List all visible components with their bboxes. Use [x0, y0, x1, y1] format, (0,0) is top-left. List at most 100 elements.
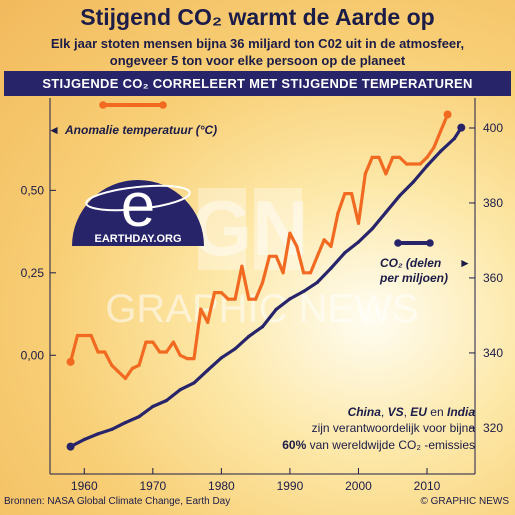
- annotation-pct: 60%: [282, 438, 306, 452]
- y-right-tick-label: 400: [483, 121, 503, 135]
- annotation-country-3: EU: [410, 405, 427, 419]
- co2-point: [137, 415, 141, 419]
- co2-series-line: [68, 125, 463, 449]
- temperature-point: [171, 340, 175, 344]
- temperature-point: [343, 192, 347, 196]
- annotation-country-4: India: [447, 405, 475, 419]
- x-tick-label: 2000: [345, 479, 372, 493]
- temperature-point: [89, 333, 93, 338]
- series-start-marker: [66, 442, 75, 451]
- series-end-marker: [457, 123, 466, 132]
- series-layer: [66, 110, 466, 451]
- right-arrow-icon: ►: [459, 256, 471, 270]
- temperature-point: [302, 271, 306, 275]
- temperature-point: [212, 291, 217, 295]
- temperature-point: [432, 145, 436, 150]
- temperature-point: [398, 155, 402, 159]
- x-tick-label: 1960: [71, 479, 98, 493]
- temperature-point: [130, 366, 134, 371]
- temperature-point: [425, 155, 429, 159]
- annotation-line-3: van wereldwijde CO₂ -emissies: [310, 438, 475, 452]
- temperature-point: [206, 320, 210, 324]
- temperature-point: [219, 291, 223, 295]
- temperature-point: [377, 155, 381, 159]
- temperature-point: [363, 172, 367, 176]
- credit: © GRAPHIC NEWS: [420, 496, 510, 507]
- temperature-point: [75, 333, 79, 338]
- subtitle-line-2: ongeveer 5 ton voor elke persoon op de p…: [109, 53, 406, 68]
- temperature-point: [103, 350, 107, 354]
- y-right-tick-label: 360: [483, 271, 503, 285]
- temperature-point: [233, 297, 237, 301]
- temperature-point: [151, 340, 155, 344]
- co2-point: [356, 240, 361, 244]
- temperature-point: [116, 370, 121, 374]
- x-tick-label: 1970: [139, 479, 166, 493]
- co2-point: [274, 307, 278, 311]
- co2-point: [411, 180, 415, 184]
- series-start-marker: [66, 357, 75, 366]
- temperature-point: [404, 162, 409, 166]
- annotation-en: en: [430, 405, 443, 419]
- y-left-tick-label: 0,00: [21, 348, 45, 362]
- temperature-point: [384, 172, 388, 176]
- logo-letter: e: [121, 171, 155, 240]
- co2-point: [315, 280, 319, 284]
- temperature-point: [240, 264, 244, 268]
- temperature-point: [308, 271, 313, 275]
- x-tick-label: 2010: [414, 479, 441, 493]
- co2-point: [398, 194, 402, 198]
- annotation-line-2: zijn verantwoordelijk voor bijna: [312, 421, 476, 435]
- co2-point: [288, 297, 292, 301]
- banner: STIJGENDE CO₂ CORRELEERT MET STIJGENDE T…: [4, 71, 511, 96]
- co2-point: [343, 251, 347, 255]
- legend-temperature: ◄ Anomalie temperatuur (°C): [48, 101, 217, 137]
- co2-point: [260, 325, 265, 329]
- co2-point: [206, 368, 210, 372]
- temperature-point: [288, 231, 292, 235]
- co2-point: [178, 388, 182, 392]
- co2-point: [452, 136, 456, 141]
- temperature-point: [356, 221, 361, 225]
- series-end-marker: [443, 110, 452, 119]
- temperature-point: [123, 376, 127, 380]
- svg-text:China, VS, EU en India: China, VS, EU en India: [348, 405, 476, 419]
- temperature-point: [164, 350, 169, 354]
- co2-point: [439, 149, 443, 153]
- y-right-tick-label: 320: [483, 421, 503, 435]
- temperature-point: [178, 353, 182, 357]
- temperature-point: [418, 162, 422, 166]
- temperature-point: [192, 357, 196, 361]
- watermark-text: GRAPHIC NEWS: [105, 287, 418, 331]
- co2-point: [233, 347, 237, 351]
- watermark-mark: GN: [192, 184, 309, 272]
- logo-text: EARTHDAY.ORG: [95, 233, 182, 245]
- x-tick-label: 1990: [277, 479, 304, 493]
- co2-point: [302, 289, 306, 293]
- page-title: Stijgend CO₂ warmt de Aarde op: [80, 4, 435, 30]
- left-arrow-icon: ◄: [48, 123, 60, 137]
- temperature-point: [267, 254, 271, 258]
- temperature-point: [226, 297, 230, 301]
- temperature-point: [315, 254, 319, 258]
- annotation: China, VS, EU en India zijn verantwoorde…: [282, 405, 475, 452]
- temperature-point: [336, 211, 340, 215]
- temperature-point: [199, 307, 203, 311]
- temperature-point: [295, 244, 299, 248]
- co2-point: [192, 381, 196, 385]
- co2-point: [370, 227, 374, 231]
- temperature-point: [137, 363, 141, 367]
- temperature-legend-label: Anomalie temperatuur (°C): [64, 123, 217, 137]
- annotation-country-2: VS: [388, 405, 404, 419]
- temperature-point: [158, 350, 162, 354]
- temperature-point: [391, 155, 395, 159]
- co2-point: [151, 404, 155, 409]
- temperature-point: [281, 271, 285, 275]
- watermark: GN GRAPHIC NEWS: [105, 184, 418, 331]
- temperature-point: [350, 192, 354, 196]
- co2-point: [219, 356, 223, 360]
- co2-point: [164, 398, 169, 403]
- y-left-tick-label: 0,25: [21, 266, 45, 280]
